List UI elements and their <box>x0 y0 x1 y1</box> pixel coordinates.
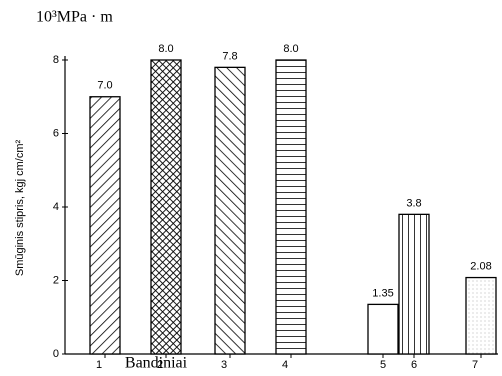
x-tick-label: 6 <box>411 359 417 371</box>
x-tick-label: 4 <box>282 359 288 371</box>
bar <box>367 303 399 355</box>
x-tick-label: 2 <box>157 359 163 371</box>
value-label: 8.0 <box>283 43 298 55</box>
y-tick-label: 8 <box>53 54 59 66</box>
chart-title: 10³MPa · m <box>36 9 113 26</box>
y-tick-label: 6 <box>53 127 59 139</box>
bar <box>465 276 497 355</box>
y-tick-label: 4 <box>53 201 59 213</box>
x-axis-label: Bandiniai <box>125 355 188 372</box>
y-tick-label: 0 <box>53 348 59 360</box>
value-label: 1.35 <box>372 287 393 299</box>
bar <box>150 59 182 355</box>
x-tick-label: 3 <box>221 359 227 371</box>
bar <box>214 66 246 355</box>
y-axis-label: Smūginis stipris, kgj cm/cm² <box>14 140 26 277</box>
value-label: 7.8 <box>222 50 237 62</box>
x-tick-label: 1 <box>96 359 102 371</box>
value-label: 2.08 <box>470 260 491 272</box>
value-label: 7.0 <box>97 80 112 92</box>
bar <box>89 96 121 355</box>
x-tick-label: 7 <box>472 359 478 371</box>
value-label: 3.8 <box>406 197 421 209</box>
value-label: 8.0 <box>158 43 173 55</box>
bar <box>275 59 307 355</box>
x-tick-label: 5 <box>380 359 386 371</box>
y-tick-label: 2 <box>53 274 59 286</box>
bar <box>398 213 430 355</box>
